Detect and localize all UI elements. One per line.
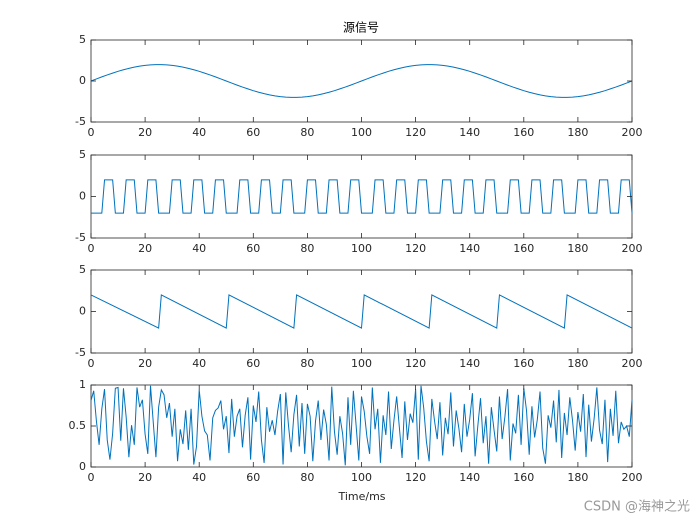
x-tick-label: 60: [246, 471, 260, 484]
x-tick-label: 140: [459, 357, 480, 370]
x-tick-label: 20: [138, 242, 152, 255]
x-tick-label: 120: [405, 357, 426, 370]
x-tick-label: 180: [567, 242, 588, 255]
x-tick-label: 40: [192, 357, 206, 370]
x-tick-label: 100: [351, 357, 372, 370]
x-tick-label: 160: [513, 242, 534, 255]
y-tick-label: -5: [75, 346, 86, 359]
x-tick-label: 120: [405, 126, 426, 139]
x-tick-label: 120: [405, 242, 426, 255]
x-tick-label: 200: [622, 242, 643, 255]
x-tick-label: 200: [622, 471, 643, 484]
x-tick-label: 20: [138, 357, 152, 370]
x-tick-label: 100: [351, 126, 372, 139]
y-tick-label: 0.5: [69, 419, 87, 432]
x-tick-label: 140: [459, 126, 480, 139]
x-tick-label: 0: [88, 357, 95, 370]
line-series: [90, 294, 633, 329]
x-tick-label: 20: [138, 471, 152, 484]
y-tick-label: 5: [79, 263, 86, 276]
y-tick-label: 0: [79, 190, 86, 203]
chart-title: 源信号: [343, 21, 379, 35]
y-tick-label: 5: [79, 33, 86, 46]
x-tick-label: 160: [513, 126, 534, 139]
x-axis-label: Time/ms: [337, 490, 385, 503]
x-tick-label: 0: [88, 242, 95, 255]
axes-box: [90, 154, 633, 239]
x-tick-label: 80: [300, 126, 314, 139]
line-series: [90, 64, 633, 98]
x-tick-label: 140: [459, 471, 480, 484]
x-tick-label: 60: [246, 357, 260, 370]
line-series: [90, 385, 633, 466]
x-tick-label: 140: [459, 242, 480, 255]
x-tick-label: 0: [88, 471, 95, 484]
x-tick-label: 80: [300, 471, 314, 484]
x-tick-label: 120: [405, 471, 426, 484]
x-tick-label: 200: [622, 126, 643, 139]
y-tick-label: 0: [79, 460, 86, 473]
x-tick-label: 40: [192, 471, 206, 484]
y-tick-label: 0: [79, 74, 86, 87]
y-tick-label: 1: [79, 378, 86, 391]
x-tick-label: 80: [300, 242, 314, 255]
y-tick-label: -5: [75, 231, 86, 244]
y-tick-label: -5: [75, 115, 86, 128]
x-tick-label: 180: [567, 471, 588, 484]
y-tick-label: 0: [79, 305, 86, 318]
x-tick-label: 80: [300, 357, 314, 370]
x-tick-label: 160: [513, 357, 534, 370]
x-tick-label: 180: [567, 126, 588, 139]
x-tick-label: 180: [567, 357, 588, 370]
x-tick-label: 0: [88, 126, 95, 139]
x-tick-label: 100: [351, 242, 372, 255]
watermark: CSDN @海神之光: [584, 500, 690, 515]
line-series: [91, 179, 633, 214]
x-tick-label: 60: [246, 242, 260, 255]
x-tick-label: 200: [622, 357, 643, 370]
x-tick-label: 40: [192, 242, 206, 255]
y-tick-label: 5: [79, 148, 86, 161]
x-tick-label: 160: [513, 471, 534, 484]
x-tick-label: 40: [192, 126, 206, 139]
axes-box: [90, 269, 633, 354]
x-tick-label: 100: [351, 471, 372, 484]
x-tick-label: 20: [138, 126, 152, 139]
x-tick-label: 60: [246, 126, 260, 139]
